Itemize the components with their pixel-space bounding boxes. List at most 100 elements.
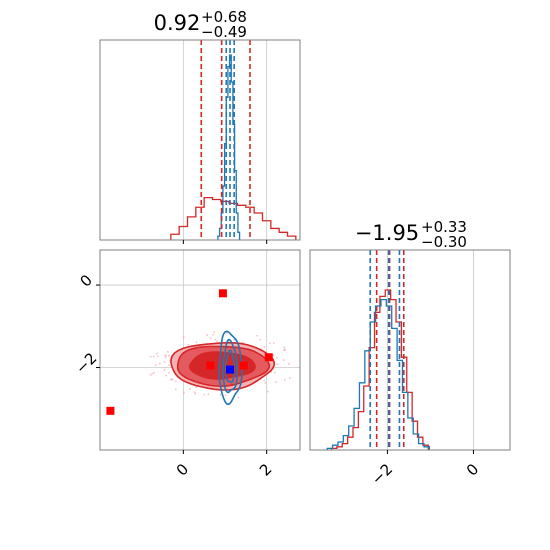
scatter-sample-point bbox=[170, 378, 172, 381]
scatter-sample-point bbox=[195, 386, 198, 389]
scatter-sample-point bbox=[195, 341, 198, 344]
top-panel-background bbox=[100, 40, 300, 240]
scatter-sample-point bbox=[165, 356, 167, 359]
scatter-sample-point bbox=[275, 381, 277, 383]
scatter-sample-point bbox=[158, 362, 161, 365]
right-x-tick-label-0: −2 bbox=[368, 460, 396, 488]
scatter-sample-point bbox=[171, 378, 174, 381]
scatter-sample-point bbox=[194, 392, 197, 395]
scatter-sample-point bbox=[212, 333, 214, 336]
scatter-sample-point bbox=[288, 377, 291, 379]
right-grid bbox=[387, 250, 474, 450]
scatter-sample-point bbox=[225, 332, 228, 334]
right-title-minus: −0.30 bbox=[421, 233, 467, 251]
top-panel-frame bbox=[99, 39, 301, 241]
top-title-value: 0.92 bbox=[154, 11, 201, 35]
top-red-histogram bbox=[170, 196, 297, 240]
top-histogram-content bbox=[170, 40, 297, 240]
scatter-sample-point bbox=[259, 338, 262, 341]
right-blue-histogram bbox=[326, 298, 431, 450]
scatter-sample-point bbox=[165, 354, 167, 356]
scatter-panel-frame bbox=[99, 249, 301, 451]
scatter-sample-point bbox=[214, 338, 217, 341]
scatter-sample-point bbox=[149, 374, 152, 376]
top-grid bbox=[182, 40, 268, 240]
scatter-sample-point bbox=[272, 354, 275, 357]
scatter-sample-point bbox=[275, 356, 278, 359]
scatter-sample-point bbox=[283, 346, 286, 349]
scatter-sample-point bbox=[163, 360, 166, 363]
right-histogram-panel: −2 0 bbox=[309, 249, 511, 488]
blue-contour-level-0 bbox=[218, 330, 243, 406]
scatter-sample-point bbox=[203, 393, 206, 396]
scatter-sample-point bbox=[165, 374, 167, 377]
scatter-sample-point bbox=[174, 388, 177, 391]
right-panel-frame bbox=[309, 249, 511, 451]
scatter-sample-point bbox=[263, 379, 266, 382]
scatter-sample-point bbox=[187, 343, 190, 346]
scatter-panel: 0 2 0 −2 bbox=[72, 249, 301, 480]
scatter-sample-point bbox=[151, 372, 154, 375]
scatter-sample-point bbox=[273, 371, 276, 374]
red-marker-1 bbox=[106, 406, 115, 415]
scatter-sample-point bbox=[276, 363, 279, 366]
scatter-sample-point bbox=[213, 331, 215, 334]
scatter-sample-point bbox=[264, 381, 267, 384]
scatter-sample-point bbox=[156, 355, 159, 358]
scatter-sample-point bbox=[233, 338, 235, 341]
scatter-sample-point bbox=[183, 391, 185, 394]
scatter-sample-point bbox=[216, 340, 218, 343]
scatter-sample-point bbox=[242, 341, 244, 344]
scatter-sample-point bbox=[167, 371, 170, 374]
right-histogram-content bbox=[326, 250, 431, 450]
blue-contour-level-1 bbox=[221, 338, 238, 394]
scatter-x-tick-label-1: 2 bbox=[256, 460, 275, 479]
scatter-sample-point bbox=[256, 334, 259, 337]
scatter-sample-point bbox=[224, 394, 227, 396]
scatter-sample-point bbox=[207, 393, 210, 396]
red-marker-2 bbox=[264, 353, 273, 362]
scatter-sample-point bbox=[283, 349, 286, 352]
right-x-tick-label-1: 0 bbox=[463, 460, 482, 479]
scatter-sample-point bbox=[152, 355, 155, 358]
scatter-sample-point bbox=[237, 396, 240, 399]
scatter-sample-point bbox=[163, 369, 166, 372]
top-title-minus: −0.49 bbox=[201, 23, 247, 41]
scatter-sample-point bbox=[263, 346, 266, 348]
right-panel-background bbox=[310, 250, 510, 450]
scatter-sample-point bbox=[272, 342, 275, 344]
scatter-sample-point bbox=[149, 355, 152, 358]
scatter-sample-point bbox=[288, 362, 290, 365]
scatter-sample-point bbox=[166, 350, 169, 353]
scatter-sample-point bbox=[168, 364, 170, 367]
scatter-sample-point bbox=[193, 391, 196, 394]
scatter-sample-point bbox=[154, 364, 157, 366]
scatter-y-tick-label-0: 0 bbox=[77, 271, 96, 290]
scatter-sample-point bbox=[209, 337, 212, 340]
right-red-histogram bbox=[330, 289, 429, 450]
right-ticks: −2 0 bbox=[368, 450, 482, 488]
scatter-sample-point bbox=[156, 352, 158, 355]
red-marker-3 bbox=[206, 361, 215, 370]
red-marker-0 bbox=[218, 289, 227, 298]
scatter-x-tick-label-0: 0 bbox=[173, 460, 192, 479]
scatter-sample-point bbox=[283, 378, 286, 381]
right-title-plus: +0.33 bbox=[421, 218, 467, 236]
scatter-y-tick-label-1: −2 bbox=[72, 349, 100, 377]
top-histogram-panel bbox=[99, 39, 301, 244]
blue-marker bbox=[226, 365, 234, 374]
top-title-plus: +0.68 bbox=[201, 8, 247, 26]
red-marker-4 bbox=[239, 361, 248, 370]
top-ticks bbox=[182, 240, 268, 244]
scatter-sample-point bbox=[266, 390, 269, 393]
blue-contour-level-2 bbox=[224, 349, 235, 384]
scatter-content bbox=[106, 289, 291, 415]
scatter-sample-point bbox=[174, 380, 177, 383]
scatter-sample-point bbox=[219, 393, 222, 396]
scatter-sample-point bbox=[168, 354, 170, 357]
scatter-sample-point bbox=[206, 334, 208, 336]
right-title-value: −1.95 bbox=[355, 221, 419, 245]
scatter-sample-point bbox=[153, 371, 155, 374]
scatter-sample-point bbox=[189, 388, 191, 390]
